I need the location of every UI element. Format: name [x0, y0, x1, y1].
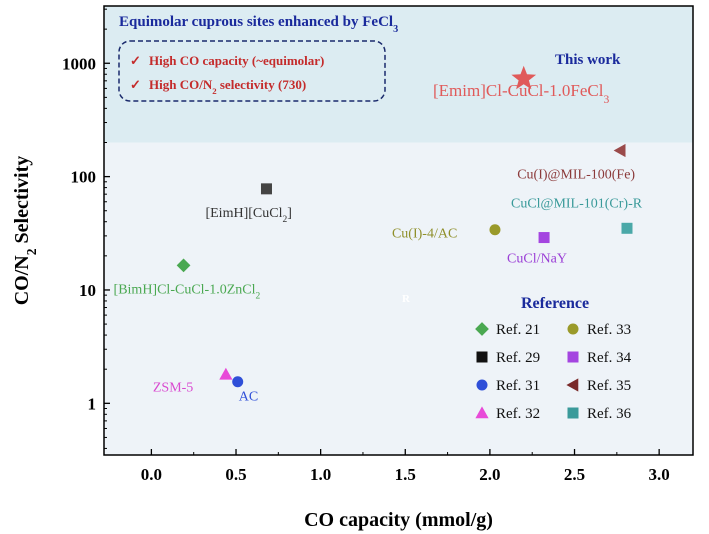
highlight-title-part: Equimolar cuprous sites enhanced by FeCl: [119, 14, 393, 30]
x-tick-label: 2.5: [564, 465, 585, 484]
point-marker: [176, 258, 191, 273]
point-marker: [538, 232, 550, 244]
highlight-item-text-part: High CO capacity (~equimolar): [149, 53, 324, 68]
point-label-part: CuCl@MIL-101(Cr)-R: [511, 196, 643, 211]
legend-marker: [567, 407, 579, 419]
point-label-part: Cu(I)-4/AC: [392, 227, 457, 242]
point-label-part: AC: [239, 390, 258, 405]
legend-marker: [475, 406, 489, 419]
point-label: [EimH][CuCl2]: [205, 206, 291, 225]
this-work-star-marker: [511, 65, 537, 90]
point-label: AC: [239, 390, 258, 405]
dashed-callout-box: [118, 40, 386, 102]
legend-marker: [476, 379, 488, 391]
axes-layer: 0.0 0.5 1.0 1.5 2.0 2.5 3.0 1 10 100 1000 CO capaci…: [11, 5, 694, 531]
y-axis-title-part: CO/N: [11, 255, 33, 306]
point-label: Cu(I)@MIL-100(Fe): [517, 167, 635, 182]
legend-layer: Reference Ref. 21 Ref. 33 Ref. 29 Ref. 34 Ref…: [475, 295, 632, 422]
legend-label: Ref. 35: [587, 378, 631, 394]
legend-label: Ref. 33: [587, 322, 631, 338]
x-tick-label: 0.5: [225, 465, 246, 484]
highlight-box-layer: Equimolar cuprous sites enhanced by FeCl…: [118, 14, 621, 106]
legend-label: Ref. 31: [496, 378, 540, 394]
legend-marker: [476, 351, 488, 363]
point-label-part: 2: [256, 291, 261, 301]
this-work-name-part: [Emim]Cl-CuCl-1.0FeCl: [433, 81, 604, 100]
highlight-title-part: 3: [393, 24, 398, 35]
point-label-part: [EimH][CuCl: [205, 206, 282, 221]
point-marker: [219, 367, 233, 380]
point-label-part: Cu(I)@MIL-100(Fe): [517, 167, 635, 182]
y-axis-title-part: 2: [24, 248, 39, 255]
legend-marker: [566, 378, 579, 392]
point-label-part: 2: [282, 215, 287, 225]
this-work-name-part: 3: [603, 93, 609, 106]
highlight-item-text: High CO/N2 selectivity (730): [149, 77, 306, 96]
point-label: ZSM-5: [153, 380, 193, 395]
highlight-title: Equimolar cuprous sites enhanced by FeCl…: [119, 14, 398, 35]
legend-marker: [567, 351, 579, 363]
point-marker: [621, 222, 633, 234]
point-marker: [232, 376, 244, 388]
point-label-part: CuCl/NaY: [507, 252, 567, 267]
x-tick-label: 2.0: [479, 465, 500, 484]
legend-label: Ref. 29: [496, 350, 540, 366]
points-layer: [BimH]Cl-CuCl-1.0ZnCl2[EimH][CuCl2]ACZSM…: [114, 143, 643, 405]
y-axis-title: CO/N2 Selectivity: [11, 156, 39, 306]
y-tick-label: 10: [79, 281, 96, 300]
highlight-item-text: High CO capacity (~equimolar): [149, 53, 324, 68]
highlight-item-text-part: selectivity (730): [217, 77, 307, 92]
point-label: Cu(I)-4/AC: [392, 227, 457, 242]
stray-mark-label: R: [402, 293, 411, 305]
legend-label: Ref. 32: [496, 406, 540, 422]
highlight-item-text-part: 2: [212, 86, 217, 96]
point-label-part: [BimH]Cl-CuCl-1.0ZnCl: [114, 282, 256, 297]
y-tick-label: 100: [71, 168, 97, 187]
check-icon: ✓: [130, 77, 141, 92]
this-work-label: This work: [555, 52, 621, 68]
this-work-label-part: This work: [555, 52, 621, 68]
legend-label: Ref. 34: [587, 350, 632, 366]
legend-label: Ref. 21: [496, 322, 540, 338]
legend-marker: [567, 323, 579, 335]
x-tick-label: 1.0: [310, 465, 331, 484]
highlight-band: [104, 6, 693, 143]
plot-frame: [103, 5, 694, 456]
x-tick-label: 3.0: [649, 465, 670, 484]
highlight-item-text-part: High CO/N: [149, 77, 213, 92]
point-label-part: ZSM-5: [153, 380, 193, 395]
x-axis-title: CO capacity (mmol/g): [304, 509, 493, 531]
plot-background-layer: [104, 6, 693, 455]
legend-marker: [475, 322, 489, 336]
point-label: [BimH]Cl-CuCl-1.0ZnCl2: [114, 282, 261, 301]
point-marker: [489, 224, 501, 236]
x-tick-label: 1.5: [395, 465, 416, 484]
legend-title: Reference: [521, 295, 589, 312]
this-work-name: [Emim]Cl-CuCl-1.0FeCl3: [433, 81, 609, 106]
point-label: CuCl@MIL-101(Cr)-R: [511, 196, 643, 211]
x-tick-label: 0.0: [141, 465, 162, 484]
point-label-part: ]: [287, 206, 292, 221]
point-label: CuCl/NaY: [507, 252, 567, 267]
point-marker: [260, 183, 272, 195]
y-tick-label: 1: [88, 394, 97, 413]
point-marker: [613, 143, 626, 158]
y-tick-label: 1000: [62, 54, 96, 73]
check-icon: ✓: [130, 53, 141, 68]
y-axis-title-part: Selectivity: [11, 156, 33, 249]
legend-label: Ref. 36: [587, 406, 632, 422]
